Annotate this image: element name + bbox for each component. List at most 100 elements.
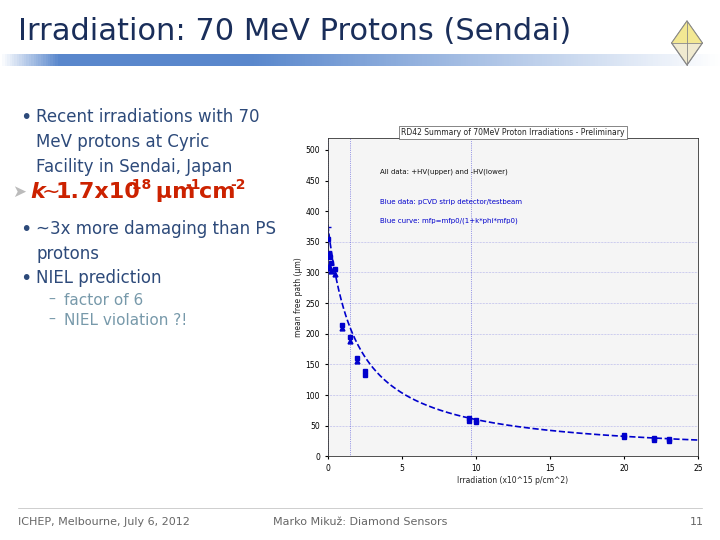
Bar [708,54,711,66]
Bar [670,54,673,66]
Bar [137,54,140,66]
Bar [315,54,318,66]
Bar [607,54,611,66]
Bar [86,54,90,66]
Bar [408,54,411,66]
Bar [578,54,582,66]
Text: •: • [20,220,32,239]
Bar [629,54,632,66]
Text: ~3x more damaging than PS
protons: ~3x more damaging than PS protons [36,220,276,263]
Text: ~: ~ [42,182,60,202]
Bar [341,54,344,66]
Bar [521,54,524,66]
Bar [175,54,179,66]
Bar [36,54,40,66]
Bar [178,54,181,66]
Bar [243,54,246,66]
Bar [17,54,20,66]
Bar [562,54,565,66]
Bar [418,54,421,66]
Bar [603,54,606,66]
Bar [576,54,580,66]
Bar [223,54,227,66]
Bar [459,54,462,66]
Bar [89,54,92,66]
Bar [665,54,668,66]
Bar [305,54,308,66]
Bar [545,54,548,66]
Bar [235,54,238,66]
Bar [624,54,627,66]
Bar [153,54,157,66]
Bar [617,54,620,66]
Bar [48,54,51,66]
Bar [684,54,688,66]
Text: ➤: ➤ [12,183,26,201]
Bar [423,54,426,66]
Bar [482,54,486,66]
Bar [518,54,522,66]
Bar [401,54,404,66]
Bar [567,54,570,66]
Bar [266,54,270,66]
Bar [317,54,320,66]
Bar [5,54,8,66]
Bar [228,54,231,66]
Bar [598,54,601,66]
Bar [144,54,148,66]
Bar [264,54,267,66]
Bar [610,54,613,66]
Bar [430,54,433,66]
Bar [2,54,6,66]
Bar [367,54,371,66]
Bar [139,54,143,66]
Bar [70,54,73,66]
Bar [326,54,330,66]
Bar [621,54,625,66]
Bar [612,54,616,66]
Bar [672,54,675,66]
Text: Blue data: pCVD strip detector/testbeam: Blue data: pCVD strip detector/testbeam [379,199,521,205]
Bar [211,54,215,66]
Bar [506,54,510,66]
Bar [158,54,162,66]
Text: Irradiation: 70 MeV Protons (Sendai): Irradiation: 70 MeV Protons (Sendai) [18,17,571,46]
Bar [122,54,126,66]
Bar [338,54,342,66]
Bar [322,54,325,66]
Bar [279,54,282,66]
Bar [117,54,121,66]
Bar [535,54,539,66]
Bar [456,54,459,66]
Bar [307,54,310,66]
Bar [703,54,706,66]
Bar [319,54,323,66]
Bar [182,54,186,66]
Bar [233,54,236,66]
Bar [667,54,670,66]
Bar [94,54,97,66]
Bar [225,54,229,66]
Bar [470,54,474,66]
Text: •: • [20,269,32,288]
Bar [538,54,541,66]
Bar [50,54,54,66]
Bar [504,54,508,66]
Bar [161,54,164,66]
Bar [574,54,577,66]
Bar [67,54,71,66]
Bar [74,54,78,66]
Bar [382,54,385,66]
Title: RD42 Summary of 70MeV Proton Irradiations - Preliminary: RD42 Summary of 70MeV Proton Irradiation… [401,128,625,137]
Bar [77,54,80,66]
Bar [588,54,591,66]
Text: -18: -18 [126,178,151,192]
Bar [437,54,440,66]
Bar [297,54,301,66]
Bar [631,54,634,66]
Bar [554,54,558,66]
Bar [247,54,251,66]
Text: factor of 6: factor of 6 [64,293,143,308]
Bar [374,54,378,66]
Bar [250,54,253,66]
